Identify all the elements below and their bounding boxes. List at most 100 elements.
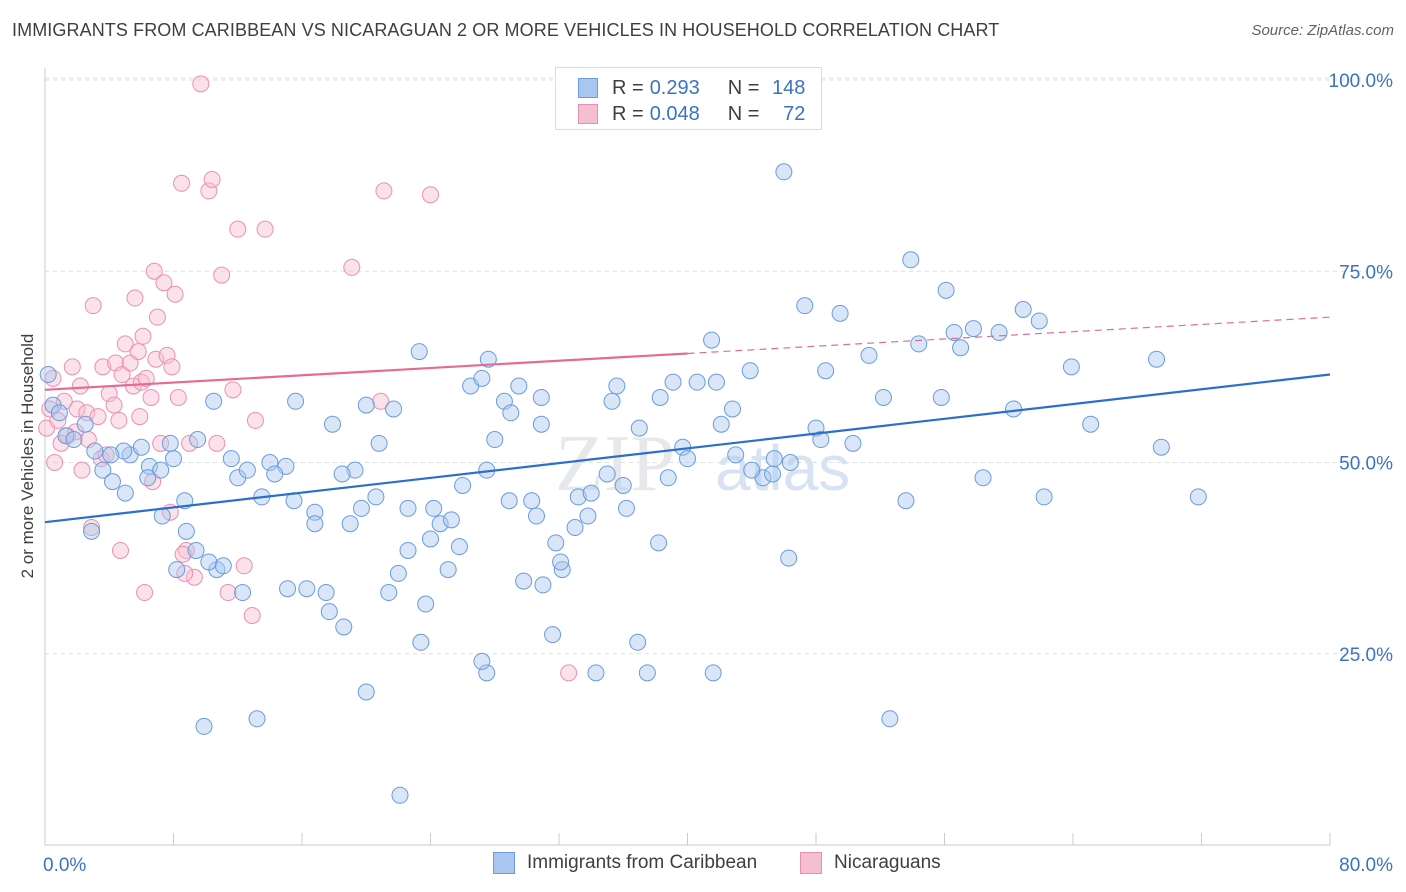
caribbean-point [214, 557, 232, 575]
nicaraguans-trend-line-extension [687, 316, 1331, 355]
nicaraguans-point [142, 388, 160, 406]
caribbean-point [346, 461, 364, 479]
caribbean-point [502, 404, 520, 422]
caribbean-point [764, 465, 782, 483]
nicaraguans-point [63, 358, 81, 376]
caribbean-point [579, 507, 597, 525]
caribbean-point [473, 652, 491, 670]
nicaraguans-point [137, 369, 155, 387]
caribbean-point [775, 163, 793, 181]
nicaraguans-point [155, 274, 173, 292]
caribbean-point [945, 323, 963, 341]
caribbean-point [1148, 350, 1166, 368]
caribbean-point [582, 484, 600, 502]
nicaraguans-point [89, 408, 107, 426]
caribbean-point [115, 442, 133, 460]
caribbean-point [743, 461, 761, 479]
caribbean-point [598, 465, 616, 483]
caribbean-point [831, 304, 849, 322]
caribbean-point [86, 442, 104, 460]
caribbean-point [94, 461, 112, 479]
caribbean-point [439, 561, 457, 579]
caribbean-point [812, 431, 830, 449]
legend-item-nicaraguans[interactable]: Nicaraguans [800, 852, 941, 874]
nicaraguans-point [145, 262, 163, 280]
caribbean-point [500, 492, 518, 510]
caribbean-point [881, 710, 899, 728]
caribbean-point [189, 431, 207, 449]
nicaraguans-point [185, 568, 203, 586]
caribbean-point [279, 580, 297, 598]
caribbean-point [399, 499, 417, 517]
caribbean-point [552, 553, 570, 571]
caribbean-point [1030, 312, 1048, 330]
caribbean-point [765, 450, 783, 468]
x-axis-min-label: 0.0% [43, 855, 86, 876]
caribbean-point [103, 473, 121, 491]
caribbean-point [357, 396, 375, 414]
caribbean-point [688, 373, 706, 391]
trend-lines [44, 316, 1331, 524]
r-label: R = [612, 102, 644, 125]
caribbean-point [844, 434, 862, 452]
nicaraguans-point [152, 434, 170, 452]
caribbean-point [964, 320, 982, 338]
nicaraguans-point [219, 584, 237, 602]
caribbean-point [990, 323, 1008, 341]
caribbean-point [679, 450, 696, 468]
caribbean-point [523, 492, 541, 510]
caribbean-point [57, 427, 75, 445]
caribbean-point [195, 717, 213, 735]
nicaraguans-point [174, 545, 192, 563]
caribbean-point [454, 476, 472, 494]
caribbean-point [425, 499, 443, 517]
nicaraguans-point [129, 343, 147, 361]
caribbean-point [603, 392, 621, 410]
caribbean-point [780, 549, 798, 567]
nicaraguans-point [256, 220, 274, 238]
nicaraguans-point [213, 266, 231, 284]
nicaraguans-point [166, 285, 184, 303]
caribbean-point [532, 415, 550, 433]
caribbean-point [320, 603, 338, 621]
caribbean-point [412, 633, 430, 651]
caribbean-point [937, 281, 955, 299]
caribbean-point [238, 461, 256, 479]
legend-swatch-caribbean [493, 852, 515, 874]
nicaraguans-points [38, 75, 578, 682]
caribbean-point [65, 431, 83, 449]
y-tick-label: 100.0% [1329, 71, 1394, 92]
caribbean-point [102, 446, 120, 464]
caribbean-point [317, 584, 335, 602]
r-value: 0.048 [649, 102, 700, 125]
y-tick-label: 75.0% [1339, 262, 1393, 283]
caribbean-swatch [578, 78, 598, 98]
nicaraguans-point [136, 584, 154, 602]
legend-label-nicaraguans: Nicaraguans [834, 852, 941, 873]
nicaraguans-point [46, 454, 64, 471]
nicaraguans-point [224, 381, 242, 399]
caribbean-point [1014, 301, 1032, 318]
caribbean-point [651, 388, 669, 406]
caribbean-point [544, 626, 562, 644]
caribbean-point [974, 469, 992, 487]
nicaraguans-point [372, 392, 390, 410]
caribbean-point [712, 415, 730, 433]
stats-row-caribbean: R = 0.293 N = 148 [578, 76, 805, 100]
caribbean-point [76, 415, 94, 433]
caribbean-point [528, 507, 546, 525]
caribbean-point [422, 530, 439, 548]
caribbean-point [638, 664, 656, 682]
caribbean-point [333, 465, 351, 483]
nicaraguans-point [71, 377, 89, 395]
caribbean-point [177, 522, 195, 540]
caribbean-point [932, 388, 950, 406]
legend-item-caribbean[interactable]: Immigrants from Caribbean [493, 852, 757, 874]
nicaraguans-point [134, 327, 152, 345]
caribbean-point [389, 564, 407, 582]
caribbean-point [367, 488, 385, 506]
caribbean-point [781, 454, 799, 471]
nicaraguans-point [94, 358, 112, 376]
nicaraguans-point [169, 388, 187, 406]
caribbean-point [534, 576, 552, 594]
